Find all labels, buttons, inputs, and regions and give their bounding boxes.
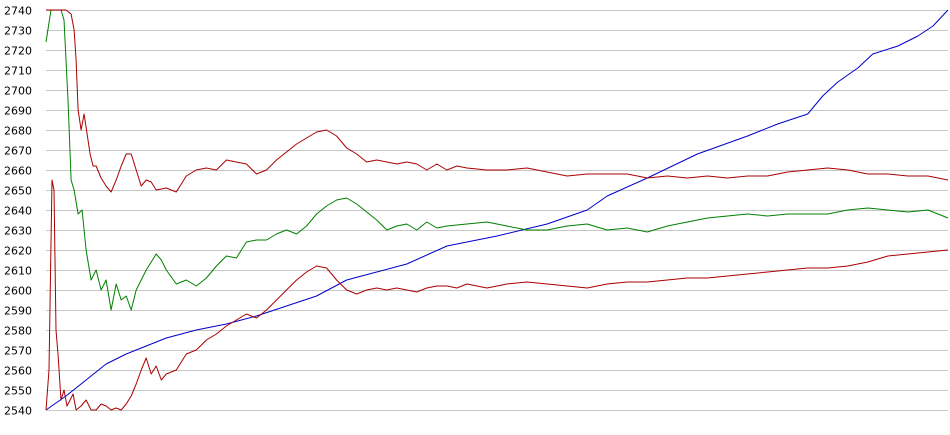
y-tick-label: 2630 (4, 225, 32, 238)
y-tick-label: 2730 (4, 25, 32, 38)
y-tick-label: 2690 (4, 105, 32, 118)
series-layer (45, 9, 949, 411)
y-tick-label: 2570 (4, 345, 32, 358)
y-tick-label: 2560 (4, 365, 32, 378)
y-tick-label: 2680 (4, 125, 32, 138)
series-line-3 (46, 9, 949, 193)
y-tick-label: 2710 (4, 65, 32, 78)
y-tick-label: 2660 (4, 165, 32, 178)
y-tick-label: 2640 (4, 205, 32, 218)
grid-layer (46, 10, 948, 411)
y-tick-label: 2650 (4, 185, 32, 198)
y-tick-label: 2600 (4, 285, 32, 298)
y-tick-label: 2590 (4, 305, 32, 318)
y-tick-label: 2700 (4, 85, 32, 98)
y-tick-label: 2740 (4, 5, 32, 18)
y-tick-label: 2620 (4, 245, 32, 258)
series-line-4 (45, 179, 949, 411)
y-tick-label: 2580 (4, 325, 32, 338)
series-line-2 (45, 9, 949, 311)
y-axis-tick-labels: 2740 2730 2720 2710 2700 2690 2680 2670 2660 2650… (4, 5, 32, 418)
y-tick-label: 2550 (4, 385, 32, 398)
y-tick-label: 2720 (4, 45, 32, 58)
series-line-1 (45, 9, 949, 411)
y-tick-label: 2670 (4, 145, 32, 158)
y-tick-label: 2610 (4, 265, 32, 278)
y-tick-label: 2540 (4, 405, 32, 418)
